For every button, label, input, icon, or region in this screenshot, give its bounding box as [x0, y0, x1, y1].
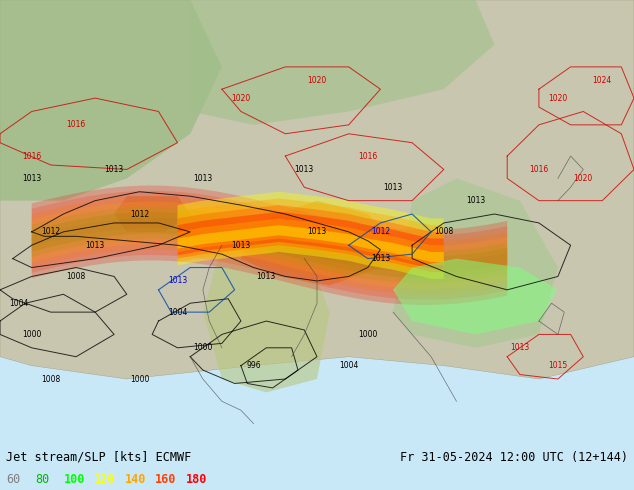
Text: Fr 31-05-2024 12:00 UTC (12+144): Fr 31-05-2024 12:00 UTC (12+144) [399, 451, 628, 464]
Polygon shape [178, 192, 444, 279]
Text: 1016: 1016 [22, 151, 41, 161]
Text: 1013: 1013 [307, 227, 327, 236]
Text: 1012: 1012 [130, 210, 149, 219]
Text: 1020: 1020 [548, 94, 567, 102]
Polygon shape [178, 225, 444, 262]
Polygon shape [393, 259, 558, 334]
Text: 1015: 1015 [548, 361, 567, 370]
Text: 1013: 1013 [257, 272, 276, 281]
Text: 1013: 1013 [371, 254, 390, 263]
Polygon shape [32, 201, 507, 289]
Text: 1012: 1012 [41, 227, 60, 236]
Text: 1004: 1004 [168, 308, 187, 317]
Polygon shape [178, 212, 444, 269]
Text: 1000: 1000 [358, 330, 377, 339]
Text: 1016: 1016 [358, 151, 377, 161]
Text: 1013: 1013 [466, 196, 485, 205]
Text: 100: 100 [63, 473, 85, 486]
Text: Jet stream/SLP [kts] ECMWF: Jet stream/SLP [kts] ECMWF [6, 451, 191, 464]
Text: 1013: 1013 [86, 241, 105, 250]
Text: 1020: 1020 [307, 76, 327, 85]
Polygon shape [32, 212, 507, 278]
Polygon shape [0, 0, 222, 201]
Text: 1013: 1013 [231, 241, 250, 250]
Polygon shape [32, 186, 507, 305]
Text: 1012: 1012 [371, 227, 390, 236]
Polygon shape [32, 191, 507, 300]
Text: 1000: 1000 [22, 330, 41, 339]
Text: 1013: 1013 [22, 174, 41, 183]
Polygon shape [178, 205, 444, 272]
Polygon shape [190, 0, 495, 125]
Text: 1013: 1013 [295, 165, 314, 174]
Text: 1024: 1024 [593, 76, 612, 85]
Polygon shape [203, 223, 330, 392]
Text: 996: 996 [246, 361, 261, 370]
Polygon shape [32, 218, 507, 273]
Polygon shape [178, 198, 444, 275]
Text: 120: 120 [94, 473, 115, 486]
Text: 1008: 1008 [67, 272, 86, 281]
Text: 1008: 1008 [434, 227, 453, 236]
Text: 1016: 1016 [529, 165, 548, 174]
Polygon shape [114, 196, 190, 232]
Text: 1013: 1013 [193, 174, 212, 183]
Polygon shape [393, 178, 558, 348]
Text: 1008: 1008 [41, 374, 60, 384]
Text: 160: 160 [155, 473, 177, 486]
Polygon shape [241, 201, 393, 285]
Text: 1020: 1020 [574, 174, 593, 183]
Text: 1016: 1016 [67, 121, 86, 129]
Text: 180: 180 [186, 473, 207, 486]
Text: 1004: 1004 [10, 299, 29, 308]
Text: 1004: 1004 [339, 361, 358, 370]
Text: 140: 140 [125, 473, 146, 486]
Text: 60: 60 [6, 473, 20, 486]
Polygon shape [0, 0, 634, 379]
Text: 1000: 1000 [193, 343, 212, 352]
Text: 1000: 1000 [130, 374, 149, 384]
Text: 1013: 1013 [168, 276, 187, 285]
Text: 1013: 1013 [105, 165, 124, 174]
Text: 80: 80 [35, 473, 49, 486]
Polygon shape [32, 196, 507, 294]
Text: 1013: 1013 [510, 343, 529, 352]
Text: 1013: 1013 [384, 183, 403, 192]
Polygon shape [178, 219, 444, 265]
Polygon shape [32, 207, 507, 284]
Text: 1020: 1020 [231, 94, 250, 102]
